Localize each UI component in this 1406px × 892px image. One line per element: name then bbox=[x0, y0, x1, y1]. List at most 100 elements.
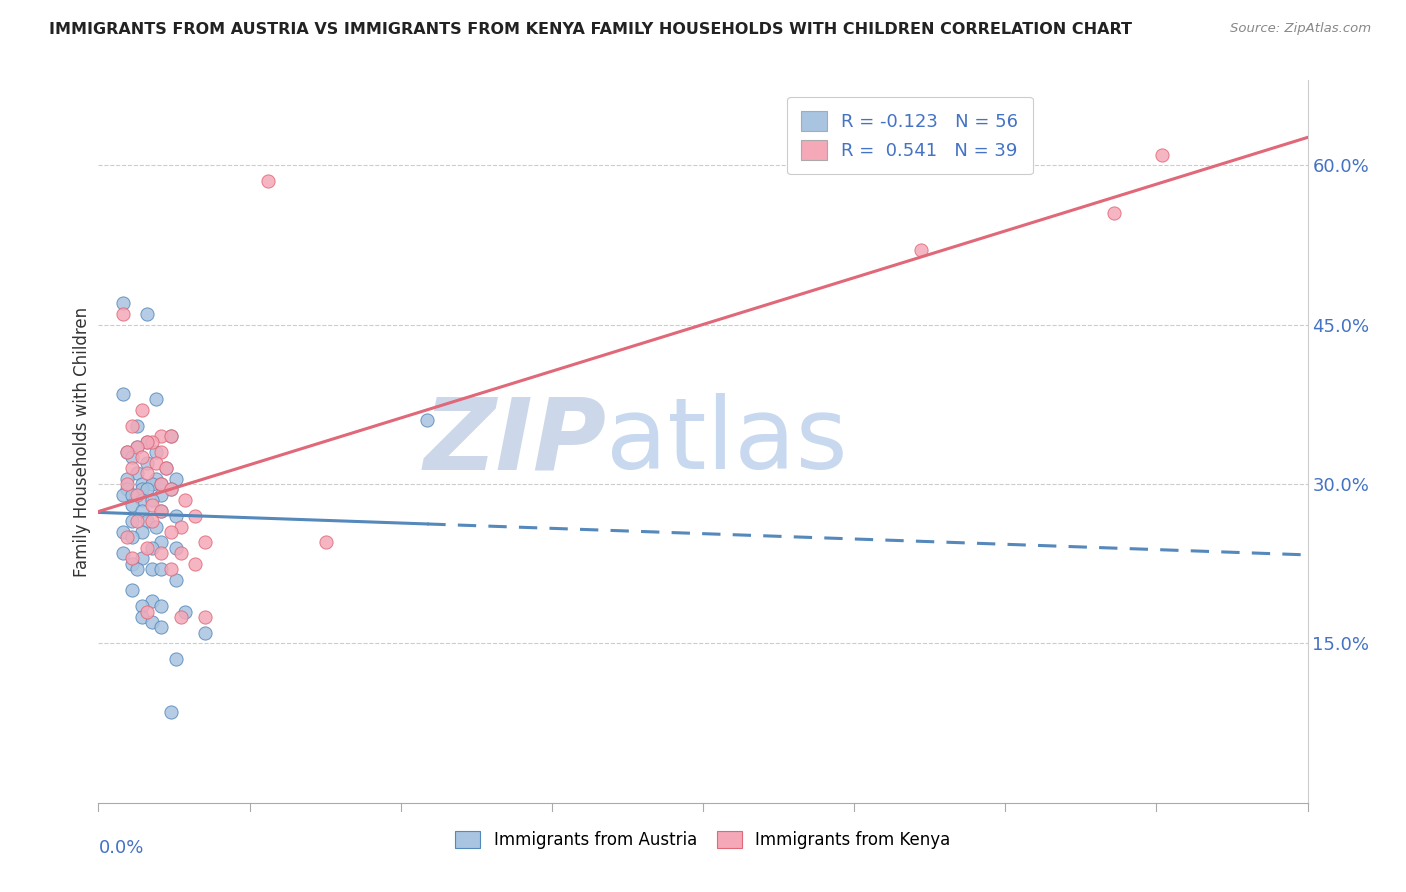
Point bbox=[127, 418, 149, 433]
Point bbox=[117, 477, 139, 491]
Point bbox=[150, 546, 173, 560]
Point bbox=[121, 557, 143, 571]
Point bbox=[174, 605, 197, 619]
Point bbox=[135, 483, 157, 497]
Point bbox=[184, 557, 207, 571]
Point bbox=[121, 530, 143, 544]
Point bbox=[1152, 147, 1174, 161]
Point bbox=[150, 620, 173, 634]
Point bbox=[150, 429, 173, 443]
Text: 0.0%: 0.0% bbox=[98, 838, 143, 857]
Point bbox=[150, 445, 173, 459]
Point bbox=[194, 610, 217, 624]
Text: ZIP: ZIP bbox=[423, 393, 606, 490]
Point bbox=[135, 605, 157, 619]
Point bbox=[121, 498, 143, 512]
Point bbox=[131, 551, 153, 566]
Point bbox=[150, 599, 173, 614]
Point bbox=[150, 503, 173, 517]
Point bbox=[145, 456, 167, 470]
Point bbox=[141, 498, 163, 512]
Point bbox=[165, 472, 187, 486]
Point bbox=[135, 307, 157, 321]
Point bbox=[145, 445, 167, 459]
Point bbox=[155, 461, 177, 475]
Point bbox=[155, 461, 177, 475]
Point bbox=[131, 524, 153, 539]
Point bbox=[127, 562, 149, 576]
Point bbox=[131, 599, 153, 614]
Point bbox=[160, 429, 183, 443]
Point bbox=[131, 477, 153, 491]
Point bbox=[145, 392, 167, 406]
Point bbox=[141, 434, 163, 449]
Point bbox=[111, 307, 134, 321]
Y-axis label: Family Households with Children: Family Households with Children bbox=[73, 307, 91, 576]
Point bbox=[127, 467, 149, 481]
Text: atlas: atlas bbox=[606, 393, 848, 490]
Point bbox=[150, 477, 173, 491]
Point bbox=[194, 535, 217, 549]
Point bbox=[141, 493, 163, 508]
Point bbox=[141, 541, 163, 555]
Point bbox=[127, 440, 149, 454]
Point bbox=[111, 386, 134, 401]
Point bbox=[910, 244, 932, 258]
Legend: Immigrants from Austria, Immigrants from Kenya: Immigrants from Austria, Immigrants from… bbox=[449, 824, 957, 856]
Point bbox=[165, 541, 187, 555]
Point bbox=[131, 610, 153, 624]
Point bbox=[131, 450, 153, 465]
Point bbox=[165, 508, 187, 523]
Point bbox=[117, 530, 139, 544]
Point bbox=[121, 418, 143, 433]
Point bbox=[121, 461, 143, 475]
Point bbox=[145, 472, 167, 486]
Text: Source: ZipAtlas.com: Source: ZipAtlas.com bbox=[1230, 22, 1371, 36]
Text: IMMIGRANTS FROM AUSTRIA VS IMMIGRANTS FROM KENYA FAMILY HOUSEHOLDS WITH CHILDREN: IMMIGRANTS FROM AUSTRIA VS IMMIGRANTS FR… bbox=[49, 22, 1132, 37]
Point bbox=[160, 483, 183, 497]
Point bbox=[117, 483, 139, 497]
Point bbox=[121, 551, 143, 566]
Point bbox=[117, 445, 139, 459]
Point bbox=[127, 488, 149, 502]
Point bbox=[131, 503, 153, 517]
Point bbox=[111, 488, 134, 502]
Point bbox=[141, 562, 163, 576]
Point bbox=[160, 483, 183, 497]
Point bbox=[160, 706, 183, 720]
Point bbox=[111, 546, 134, 560]
Point bbox=[160, 524, 183, 539]
Point bbox=[160, 429, 183, 443]
Point bbox=[117, 445, 139, 459]
Point bbox=[150, 477, 173, 491]
Point bbox=[169, 610, 191, 624]
Point bbox=[117, 472, 139, 486]
Point bbox=[135, 434, 157, 449]
Point bbox=[131, 483, 153, 497]
Point bbox=[194, 625, 217, 640]
Point bbox=[135, 434, 157, 449]
Point bbox=[150, 503, 173, 517]
Point bbox=[127, 514, 149, 528]
Point bbox=[315, 535, 337, 549]
Point bbox=[416, 413, 439, 427]
Point bbox=[141, 514, 163, 528]
Point bbox=[135, 514, 157, 528]
Point bbox=[121, 514, 143, 528]
Point bbox=[184, 508, 207, 523]
Point bbox=[135, 456, 157, 470]
Point bbox=[165, 652, 187, 666]
Point bbox=[150, 535, 173, 549]
Point bbox=[1102, 206, 1125, 220]
Point bbox=[131, 402, 153, 417]
Point bbox=[141, 594, 163, 608]
Point bbox=[169, 546, 191, 560]
Point bbox=[131, 493, 153, 508]
Point bbox=[111, 524, 134, 539]
Point bbox=[127, 440, 149, 454]
Point bbox=[145, 519, 167, 533]
Point bbox=[121, 583, 143, 598]
Point bbox=[141, 477, 163, 491]
Point bbox=[165, 573, 187, 587]
Point bbox=[141, 615, 163, 630]
